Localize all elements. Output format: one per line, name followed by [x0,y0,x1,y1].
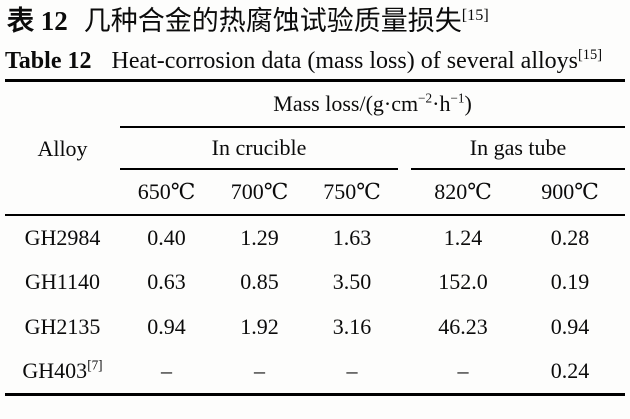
alloy-name-cell: GH2135 [5,305,120,350]
value-cell: 3.50 [332,269,372,294]
mass-loss-header-row: Mass loss/(g·cm−2·h−1) [5,80,626,128]
caption-chinese-label: 表 12 [7,6,68,36]
alloy-name: GH2984 [24,224,101,250]
alloy-name: GH403 [22,358,88,384]
value-cell: – [346,358,358,384]
value-cell: 0.63 [147,269,186,294]
group-gap-spacer [398,168,411,216]
temp-header-650: 650℃ [120,168,213,216]
value-cell: 0.24 [550,358,590,384]
mass-loss-text: ·h [432,90,451,116]
caption-chinese: 表 12 几种合金的热腐蚀试验质量损失[15] [7,4,630,38]
group-header-row: Alloy In crucible In gas tube [5,126,626,216]
group-gap-spacer [398,127,411,169]
value-cell: 0.28 [550,224,590,250]
table-row-gh2984: GH2984 0.40 1.29 1.63 1.24 0.28 [5,215,625,260]
heat-corrosion-table: Mass loss/(g·cm−2·h−1) Alloy In crucible… [5,79,626,396]
alloy-name-cell: GH403[7] [5,350,120,395]
alloy-reference: [7] [87,357,103,373]
value-cell: 152.0 [438,269,488,294]
table-row-gh403: GH403[7] – – – – 0.24 [5,350,625,395]
value-cell: 0.85 [240,269,279,294]
caption-english-reference: [15] [578,47,602,63]
group-header-in-gas-tube: In gas tube [411,126,626,170]
mass-loss-text: Mass loss/(g·cm [273,90,419,116]
mass-loss-text: ) [464,90,472,116]
group-gap-spacer [398,215,411,260]
table-row-gh2135: GH2135 0.94 1.92 3.16 46.23 0.94 [5,305,625,350]
group-gap-spacer [398,260,411,305]
mass-loss-exponent-h: −1 [450,90,465,106]
value-cell: 1.63 [332,224,372,250]
alloy-name: GH1140 [25,269,100,294]
caption-english-label: Table 12 [5,48,92,74]
alloy-name-cell: GH1140 [5,260,120,305]
mass-loss-exponent-cm: −2 [418,90,433,106]
value-cell: 0.94 [550,314,590,339]
caption-chinese-title: 几种合金的热腐蚀试验质量损失 [83,6,462,36]
value-cell: 0.40 [147,224,186,250]
caption-english-title: Heat-corrosion data (mass loss) of sever… [111,48,579,74]
group-header-in-crucible: In crucible [120,126,398,170]
temp-header-700: 700℃ [213,168,306,216]
alloy-column-header: Alloy [5,126,120,216]
value-cell: 0.94 [147,314,186,339]
caption-chinese-reference: [15] [461,6,489,24]
value-cell: 3.16 [332,314,372,339]
table-row-gh1140: GH1140 0.63 0.85 3.50 152.0 0.19 [5,260,625,305]
value-cell: 1.29 [240,224,279,250]
temperature-header-row: 650℃ 700℃ 750℃ 820℃ 900℃ [5,168,626,216]
value-cell: – [161,358,172,384]
empty-corner-cell [5,81,120,127]
caption-english: Table 12 Heat-corrosion data (mass loss) … [5,46,630,76]
alloy-name-cell: GH2984 [5,215,120,260]
value-cell: 1.92 [240,314,279,339]
mass-loss-unit-header: Mass loss/(g·cm−2·h−1) [120,80,626,128]
value-cell: 1.24 [443,224,483,250]
group-gap-spacer [398,350,411,395]
temp-header-750: 750℃ [306,168,398,216]
value-cell: – [457,358,469,384]
group-gap-spacer [398,305,411,350]
value-cell: – [254,358,265,384]
alloy-name: GH2135 [24,314,101,339]
temp-header-820: 820℃ [411,168,515,216]
temp-header-900: 900℃ [515,168,626,216]
value-cell: 46.23 [438,314,488,339]
value-cell: 0.19 [550,269,590,294]
